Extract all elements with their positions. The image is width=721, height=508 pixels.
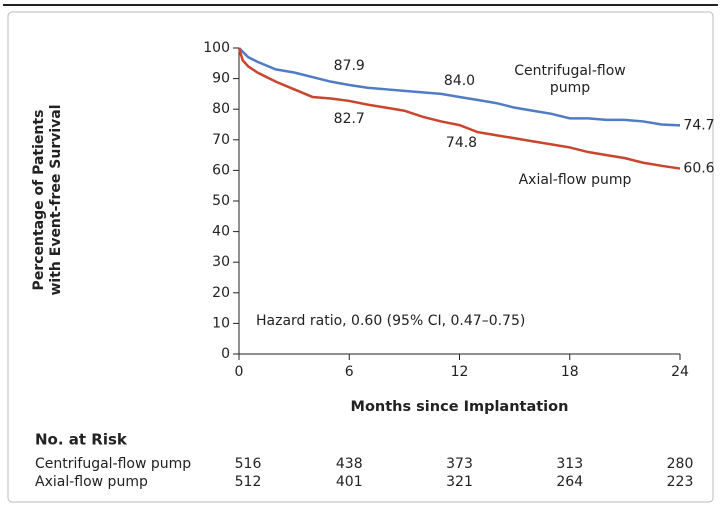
y-tick-label: 80 bbox=[212, 101, 230, 117]
x-axis-label: Months since Implantation bbox=[351, 399, 569, 415]
risk-count: 516 bbox=[235, 456, 262, 472]
risk-count: 223 bbox=[667, 474, 694, 490]
x-tick-label: 6 bbox=[345, 364, 354, 380]
annotation: Hazard ratio, 0.60 (95% CI, 0.47–0.75) bbox=[256, 313, 525, 329]
risk-count: 373 bbox=[446, 456, 473, 472]
risk-count: 280 bbox=[667, 456, 694, 472]
x-tick-label: 18 bbox=[561, 364, 579, 380]
y-tick-label: 20 bbox=[212, 285, 230, 301]
y-axis-label-line: with Event-free Survival bbox=[48, 104, 64, 296]
y-tick-label: 100 bbox=[203, 40, 230, 56]
point-label: 87.9 bbox=[334, 58, 365, 74]
risk-count: 321 bbox=[446, 474, 473, 490]
risk-row-label: Axial-flow pump bbox=[35, 474, 148, 490]
y-tick-label: 30 bbox=[212, 254, 230, 270]
x-tick-label: 0 bbox=[235, 364, 244, 380]
point-label: 82.7 bbox=[334, 111, 365, 127]
point-label: 74.8 bbox=[446, 135, 477, 151]
survival-line bbox=[238, 47, 681, 127]
x-tick-label: 24 bbox=[671, 364, 689, 380]
y-tick-label: 70 bbox=[212, 132, 230, 148]
risk-row-label: Centrifugal-flow pump bbox=[35, 456, 191, 472]
risk-count: 313 bbox=[556, 456, 583, 472]
y-tick-label: 40 bbox=[212, 224, 230, 240]
y-axis-label: Percentage of Patients with Event-free S… bbox=[31, 70, 65, 330]
y-tick-label: 50 bbox=[212, 193, 230, 209]
y-tick-label: 0 bbox=[221, 346, 230, 362]
risk-table-title: No. at Risk bbox=[35, 431, 128, 449]
y-axis-label-line: Percentage of Patients bbox=[31, 109, 47, 291]
series-label: Centrifugal-flow pump bbox=[514, 63, 626, 96]
y-tick-label: 90 bbox=[212, 71, 230, 87]
risk-count: 401 bbox=[336, 474, 363, 490]
risk-count: 438 bbox=[336, 456, 363, 472]
risk-count: 264 bbox=[556, 474, 583, 490]
frame bbox=[7, 11, 714, 503]
y-tick-label: 60 bbox=[212, 162, 230, 178]
point-label: 74.7 bbox=[683, 117, 714, 133]
point-label: 60.6 bbox=[683, 161, 714, 177]
risk-count: 512 bbox=[235, 474, 262, 490]
point-label: 84.0 bbox=[444, 73, 475, 89]
survival-line bbox=[237, 47, 681, 170]
series-label: Axial-flow pump bbox=[518, 172, 632, 188]
y-tick-label: 10 bbox=[212, 315, 230, 331]
x-tick-label: 12 bbox=[451, 364, 469, 380]
